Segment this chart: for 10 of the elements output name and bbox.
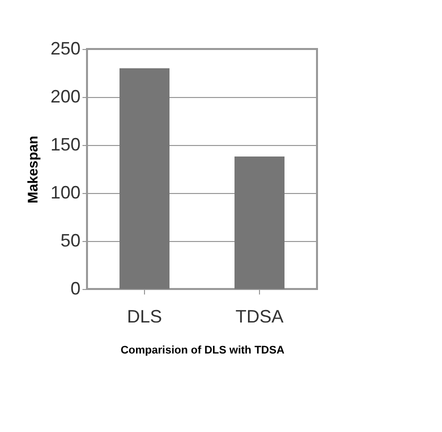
y-tick-label: 150: [50, 134, 80, 154]
x-axis-title: Comparision of DLS with TDSA: [120, 344, 284, 356]
x-tick-label: TDSA: [235, 306, 284, 326]
y-tick-label: 50: [60, 230, 80, 250]
y-tick-label: 0: [70, 278, 80, 298]
x-tick-label: DLS: [126, 306, 162, 326]
y-tick-label: 100: [50, 182, 80, 202]
y-tick-label: 200: [50, 86, 80, 106]
y-axis-title: Makespan: [24, 136, 40, 204]
y-tick-label: 250: [50, 38, 80, 58]
